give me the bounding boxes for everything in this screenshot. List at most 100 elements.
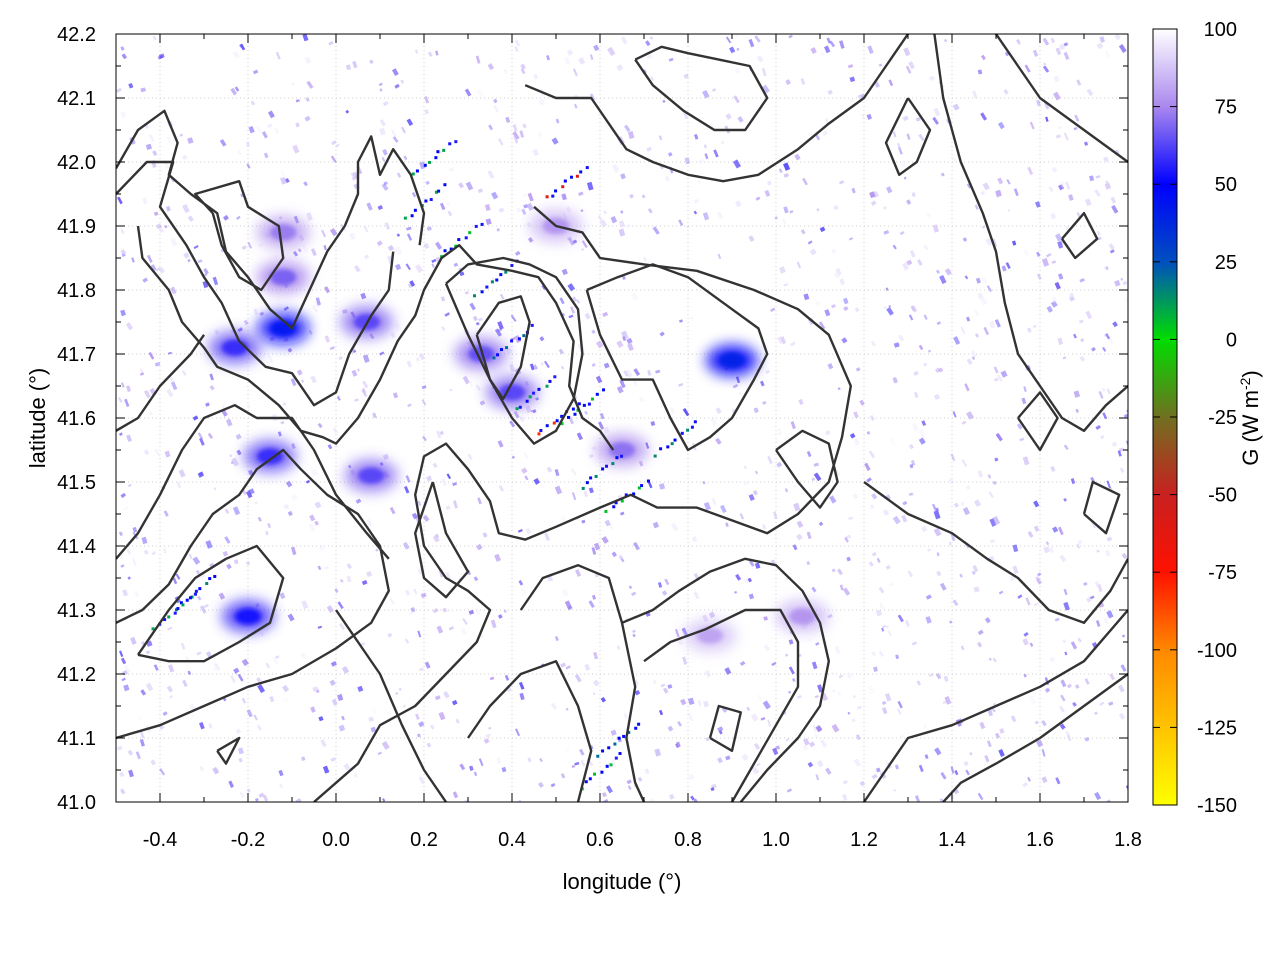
texture-speck bbox=[130, 636, 137, 645]
texture-speck bbox=[939, 798, 945, 802]
texture-speck bbox=[546, 54, 550, 61]
texture-speck bbox=[620, 210, 624, 214]
texture-speck bbox=[660, 683, 666, 688]
texture-speck bbox=[120, 249, 127, 256]
texture-speck bbox=[193, 245, 199, 250]
texture-speck bbox=[883, 229, 890, 235]
field-streak-cell bbox=[525, 399, 529, 403]
field-streak-cell bbox=[666, 445, 670, 449]
texture-speck bbox=[790, 421, 796, 430]
texture-speck bbox=[158, 226, 164, 234]
texture-speck bbox=[353, 772, 358, 779]
texture-speck bbox=[330, 660, 337, 667]
texture-speck bbox=[892, 515, 901, 525]
field-streak-cell bbox=[208, 577, 212, 581]
texture-speck bbox=[808, 638, 812, 642]
texture-speck bbox=[905, 620, 910, 627]
texture-speck bbox=[267, 355, 274, 363]
texture-speck bbox=[275, 51, 281, 60]
texture-speck bbox=[464, 88, 472, 97]
texture-speck bbox=[983, 326, 990, 336]
field-streak-cell bbox=[193, 592, 197, 596]
texture-speck bbox=[623, 712, 629, 719]
texture-speck bbox=[1052, 526, 1059, 533]
texture-speck bbox=[417, 733, 421, 738]
field-streak-cell bbox=[552, 421, 556, 425]
texture-speck bbox=[301, 600, 309, 610]
texture-speck bbox=[1036, 572, 1042, 577]
texture-speck bbox=[960, 501, 965, 506]
texture-speck bbox=[984, 617, 991, 624]
texture-speck bbox=[711, 497, 717, 506]
texture-speck bbox=[406, 118, 414, 127]
field-streak-cell bbox=[653, 454, 657, 458]
field-streak-cell bbox=[464, 236, 468, 240]
texture-speck bbox=[977, 470, 984, 478]
texture-speck bbox=[199, 437, 205, 446]
texture-speck bbox=[977, 792, 984, 801]
field-streak-cell bbox=[601, 467, 605, 471]
texture-speck bbox=[213, 487, 217, 491]
texture-speck bbox=[1074, 114, 1080, 122]
field-streak-cell bbox=[640, 484, 644, 488]
texture-speck bbox=[954, 770, 959, 776]
texture-speck bbox=[267, 123, 273, 129]
texture-speck bbox=[151, 351, 157, 356]
texture-speck bbox=[170, 286, 177, 295]
texture-speck bbox=[120, 309, 126, 317]
texture-speck bbox=[869, 504, 875, 509]
texture-speck bbox=[962, 507, 971, 516]
y-tick-label: 41.6 bbox=[57, 408, 96, 430]
texture-speck bbox=[869, 414, 875, 422]
contour-line bbox=[116, 160, 395, 407]
texture-speck bbox=[267, 522, 272, 529]
texture-speck bbox=[592, 594, 596, 600]
texture-speck bbox=[597, 215, 603, 222]
texture-speck bbox=[586, 181, 594, 191]
texture-speck bbox=[449, 388, 453, 392]
texture-speck bbox=[538, 98, 545, 106]
texture-speck bbox=[678, 319, 684, 323]
texture-speck bbox=[787, 690, 792, 694]
texture-speck bbox=[831, 303, 836, 309]
texture-speck bbox=[574, 673, 582, 683]
texture-speck bbox=[1099, 36, 1105, 43]
texture-speck bbox=[888, 304, 892, 308]
texture-speck bbox=[842, 794, 848, 801]
texture-speck bbox=[756, 694, 763, 702]
texture-speck bbox=[1085, 597, 1092, 603]
texture-speck bbox=[453, 500, 458, 509]
field-streak-cell bbox=[561, 185, 565, 189]
texture-speck bbox=[323, 244, 327, 251]
texture-speck bbox=[719, 504, 727, 514]
texture-speck bbox=[1051, 296, 1058, 303]
texture-speck bbox=[650, 798, 655, 802]
texture-speck bbox=[379, 127, 386, 136]
texture-speck bbox=[501, 766, 507, 773]
field-streak-cell bbox=[545, 424, 549, 428]
texture-speck bbox=[646, 146, 653, 152]
texture-speck bbox=[182, 154, 188, 161]
texture-speck bbox=[490, 619, 497, 629]
texture-speck bbox=[688, 712, 693, 722]
texture-speck bbox=[570, 468, 577, 476]
texture-speck bbox=[785, 738, 790, 742]
texture-speck bbox=[602, 311, 609, 318]
texture-speck bbox=[346, 563, 352, 570]
texture-speck bbox=[845, 534, 852, 540]
texture-speck bbox=[767, 719, 771, 727]
texture-speck bbox=[634, 689, 641, 696]
texture-speck bbox=[123, 684, 130, 692]
texture-speck bbox=[980, 54, 986, 61]
texture-speck bbox=[259, 632, 265, 637]
texture-speck bbox=[894, 764, 899, 770]
texture-speck bbox=[580, 248, 585, 252]
contour-line bbox=[863, 609, 1128, 802]
texture-speck bbox=[245, 141, 251, 148]
texture-speck bbox=[1124, 296, 1128, 305]
field-blob-core bbox=[270, 269, 297, 286]
texture-speck bbox=[520, 587, 527, 596]
texture-speck bbox=[859, 399, 865, 406]
y-tick-label: 42.2 bbox=[57, 24, 96, 46]
field-streak-cell bbox=[537, 387, 541, 391]
